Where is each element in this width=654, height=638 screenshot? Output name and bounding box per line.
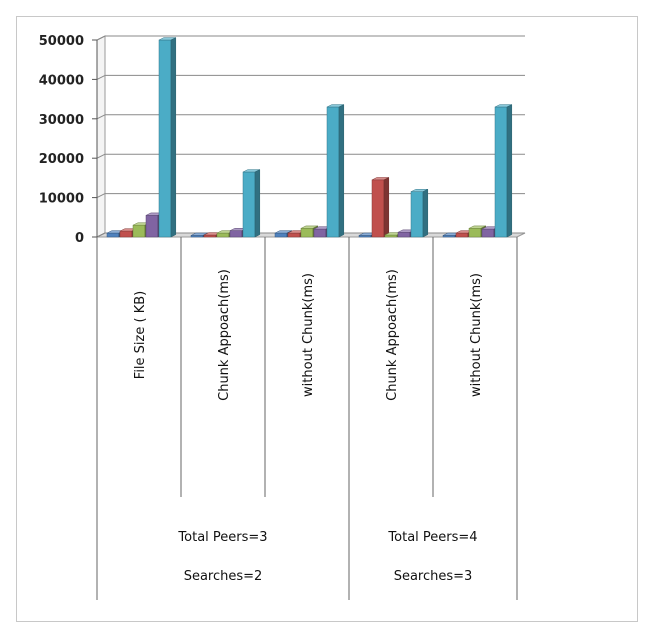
y-tick-label: 50000 — [39, 34, 84, 49]
bar — [158, 37, 177, 238]
bar — [242, 169, 261, 238]
group-labels: Total Peers=3 Searches=2 Total Peers=4 Sear… — [177, 530, 477, 584]
x-tick-label: File Size ( KB) — [133, 291, 148, 379]
y-tick-label: 0 — [75, 231, 84, 246]
category-table — [96, 237, 518, 600]
bar — [326, 104, 345, 238]
group-label-line2: Searches=3 — [394, 569, 473, 584]
x-tick-label: without Chunk(ms) — [469, 273, 484, 397]
bars — [106, 37, 513, 238]
bar — [371, 177, 390, 238]
x-axis-labels: File Size ( KB) Chunk Appoach(ms) without … — [133, 269, 484, 401]
y-tick-label: 30000 — [39, 113, 84, 128]
group-label-line1: Total Peers=3 — [177, 530, 267, 545]
gridline-diag — [96, 193, 106, 199]
group-label-line2: Searches=2 — [184, 569, 263, 584]
gridline-diag — [96, 114, 106, 120]
bar — [494, 104, 513, 238]
gridline-diag — [96, 35, 106, 41]
side-wall — [96, 35, 106, 238]
y-tick-label: 10000 — [39, 192, 84, 207]
gridlines — [92, 35, 525, 238]
x-tick-label: without Chunk(ms) — [301, 273, 316, 397]
gridline-diag — [96, 153, 106, 159]
x-tick-label: Chunk Appoach(ms) — [217, 269, 232, 401]
y-axis-ticks: 0 10000 20000 30000 40000 50000 — [39, 34, 84, 246]
bar — [410, 188, 429, 238]
gridline-diag — [96, 74, 106, 80]
chart-frame — [16, 16, 638, 622]
gridline-diag — [96, 232, 106, 238]
y-tick-label: 20000 — [39, 152, 84, 167]
group-label-line1: Total Peers=4 — [387, 530, 477, 545]
y-tick-label: 40000 — [39, 73, 84, 88]
x-tick-label: Chunk Appoach(ms) — [385, 269, 400, 401]
